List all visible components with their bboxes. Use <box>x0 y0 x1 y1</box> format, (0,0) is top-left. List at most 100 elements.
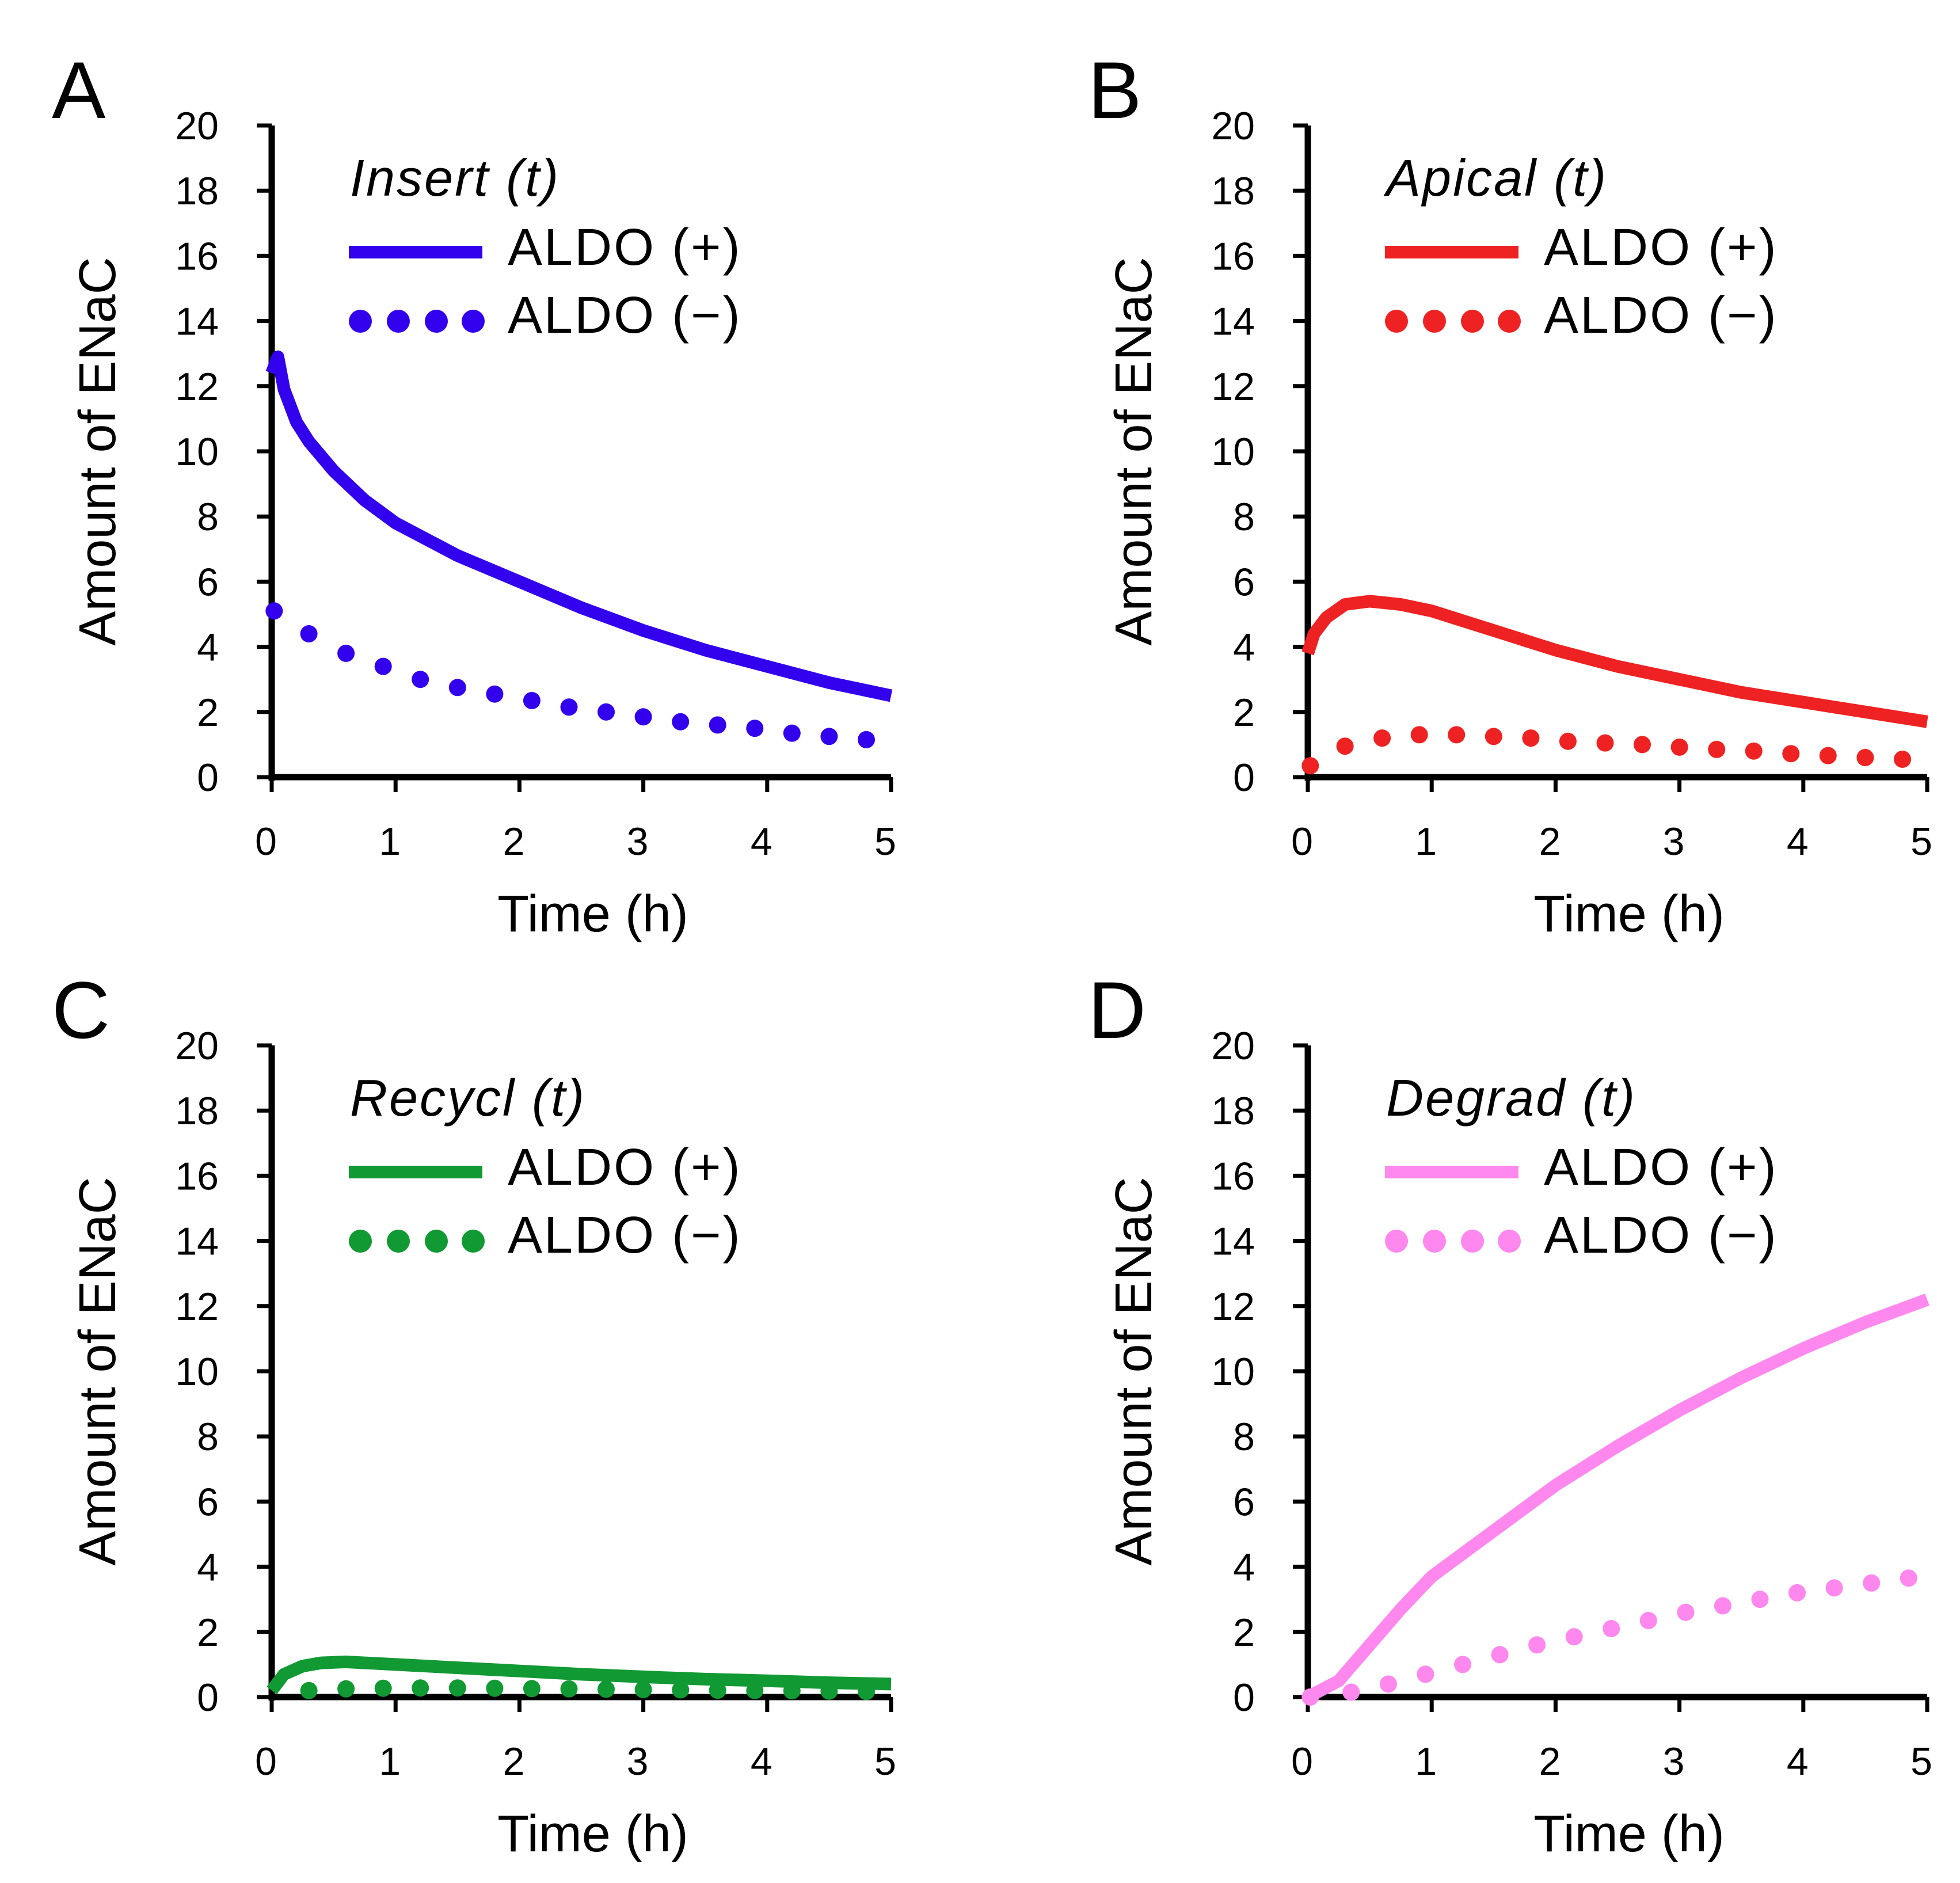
series-point-aldo-minus <box>1825 1579 1843 1597</box>
x-tick-label: 4 <box>751 1740 772 1783</box>
series-point-aldo-minus <box>1677 1603 1695 1621</box>
series-point-aldo-minus <box>412 671 429 688</box>
legend-swatch-dot <box>349 310 372 333</box>
series-point-aldo-minus <box>486 1679 504 1697</box>
series-point-aldo-minus <box>1301 1688 1319 1706</box>
y-tick-label: 16 <box>175 234 219 278</box>
x-tick-label: 2 <box>503 820 524 863</box>
y-tick-label: 2 <box>197 691 219 735</box>
y-tick-label: 4 <box>1233 1546 1255 1589</box>
y-tick-label: 4 <box>197 1546 219 1589</box>
chart-title: Insert (t) <box>350 150 560 207</box>
legend-swatch-dot <box>1498 1230 1521 1253</box>
series-point-aldo-minus <box>1745 742 1763 760</box>
x-tick-label: 5 <box>1910 1740 1932 1783</box>
y-tick-label: 12 <box>175 1285 219 1329</box>
y-tick-label: 12 <box>175 365 219 409</box>
series-point-aldo-minus <box>560 698 578 716</box>
series-line-aldo-plus <box>267 1655 892 1695</box>
x-tick-label: 2 <box>1539 820 1561 863</box>
series-point-aldo-minus <box>746 720 764 737</box>
y-tick-label: 10 <box>175 1350 219 1394</box>
series-point-aldo-minus <box>1634 736 1651 754</box>
series-point-aldo-minus <box>820 728 838 745</box>
legend-swatch-dot <box>1498 310 1521 333</box>
series-point-aldo-minus <box>1639 1612 1657 1629</box>
y-tick-label: 18 <box>1211 1089 1255 1133</box>
y-tick-label: 20 <box>175 1024 219 1068</box>
series-point-aldo-minus <box>1491 1646 1509 1664</box>
series-point-aldo-minus <box>634 708 652 726</box>
y-axis-label: Amount of ENaC <box>69 257 127 645</box>
x-tick-label: 2 <box>1539 1740 1561 1783</box>
y-tick-label: 14 <box>1211 300 1255 344</box>
y-tick-label: 10 <box>1211 1350 1255 1394</box>
y-tick-label: 16 <box>175 1154 219 1198</box>
series-point-aldo-minus <box>597 1680 615 1698</box>
series-point-aldo-minus <box>1894 750 1911 768</box>
x-tick-label: 5 <box>1910 820 1932 863</box>
legend-swatch-dot <box>1423 1230 1446 1253</box>
panel-label: B <box>1088 45 1141 135</box>
x-tick-label: 1 <box>1415 820 1437 863</box>
series-point-aldo-minus <box>448 1679 466 1697</box>
x-tick-label: 4 <box>1787 1740 1809 1783</box>
x-tick-label: 5 <box>874 820 896 863</box>
panel-label: D <box>1088 965 1146 1055</box>
series-point-aldo-minus <box>374 1679 392 1697</box>
legend-label: ALDO (+) <box>508 1139 742 1196</box>
series-point-aldo-minus <box>337 1680 355 1698</box>
series-point-aldo-minus <box>1714 1597 1731 1615</box>
series-point-aldo-minus <box>709 1682 726 1699</box>
y-tick-label: 20 <box>175 104 219 148</box>
legend-swatch-dot <box>462 310 485 333</box>
series-point-aldo-minus <box>1342 1683 1360 1701</box>
series-point-aldo-minus <box>1565 1628 1583 1646</box>
y-axis-label: Amount of ENaC <box>1105 257 1163 645</box>
series-point-aldo-minus <box>858 731 875 748</box>
y-tick-label: 8 <box>197 495 219 539</box>
series-point-aldo-minus <box>1336 737 1354 755</box>
y-tick-label: 12 <box>1211 365 1255 409</box>
series-point-aldo-minus <box>746 1682 764 1699</box>
x-tick-label: 1 <box>379 820 401 863</box>
y-tick-label: 8 <box>1233 1415 1255 1459</box>
series-point-aldo-minus <box>1559 732 1577 750</box>
series-point-aldo-minus <box>1751 1591 1769 1608</box>
series-point-aldo-minus <box>1485 728 1502 745</box>
x-tick-label: 1 <box>1415 1740 1437 1783</box>
y-tick-label: 4 <box>197 626 219 669</box>
y-tick-label: 0 <box>1233 756 1255 800</box>
x-tick-label: 0 <box>1291 820 1313 863</box>
series-point-aldo-minus <box>1448 726 1466 744</box>
legend-swatch-dot <box>387 1230 410 1253</box>
series-point-aldo-minus <box>1900 1569 1917 1587</box>
series-point-aldo-minus <box>300 1682 318 1699</box>
legend-label: ALDO (+) <box>1544 1139 1778 1196</box>
x-tick-label: 4 <box>1787 820 1809 863</box>
legend-swatch-dot <box>1385 310 1408 333</box>
series-point-aldo-minus <box>1819 747 1837 764</box>
legend-swatch-dot <box>387 310 410 333</box>
series-point-aldo-minus <box>337 644 355 662</box>
y-tick-label: 18 <box>175 1089 219 1133</box>
x-tick-label: 0 <box>255 1740 277 1783</box>
series-point-aldo-minus <box>486 685 504 703</box>
y-tick-label: 10 <box>175 430 219 474</box>
x-axis-label: Time (h) <box>1533 885 1725 943</box>
series-point-aldo-minus <box>560 1680 578 1698</box>
x-axis-label: Time (h) <box>497 1805 688 1863</box>
series-point-aldo-minus <box>1863 1574 1881 1592</box>
legend-swatch-dot <box>425 1230 448 1253</box>
legend-label: ALDO (+) <box>508 219 742 276</box>
legend-label: ALDO (−) <box>508 1207 742 1264</box>
y-tick-label: 6 <box>1233 1480 1255 1524</box>
series-point-aldo-minus <box>374 657 392 675</box>
y-tick-label: 0 <box>197 756 219 800</box>
legend-swatch-dot <box>1461 310 1484 333</box>
legend-label: ALDO (+) <box>1544 219 1778 276</box>
x-tick-label: 4 <box>751 820 772 863</box>
